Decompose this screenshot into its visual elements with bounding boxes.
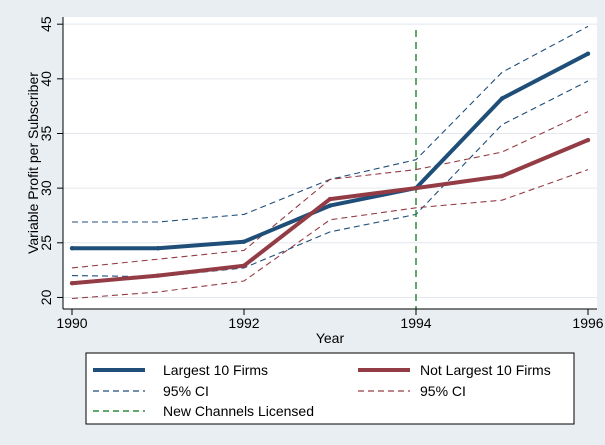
- series-point-0: [155, 246, 161, 251]
- series-point-1: [69, 281, 75, 286]
- legend-label-ci-not-largest: 95% CI: [420, 383, 466, 399]
- legend-label-largest: Largest 10 Firms: [163, 362, 268, 378]
- x-axis-label: Year: [316, 330, 345, 346]
- series-point-1: [585, 137, 591, 143]
- series-point-0: [585, 51, 591, 56]
- x-tick-label: 1996: [572, 315, 603, 331]
- y-axis-label: Variable Profit per Subscriber: [25, 72, 41, 254]
- y-tick-label: 25: [38, 235, 54, 251]
- legend-label-ci-largest: 95% CI: [163, 383, 209, 399]
- x-tick-label: 1994: [400, 315, 431, 331]
- y-tick-label: 20: [38, 289, 54, 305]
- legend-label-not-largest: Not Largest 10 Firms: [420, 362, 551, 378]
- x-ticks: 1990 1992 1994 1996: [56, 309, 604, 331]
- y-ticks: 20 25 30 35 40 45: [38, 16, 63, 305]
- series-point-0: [327, 203, 333, 208]
- ci-lines: [71, 25, 589, 300]
- y-tick-label: 45: [38, 16, 54, 32]
- ci-upper-line-1: [71, 111, 589, 269]
- series-point-1: [241, 263, 247, 268]
- series-point-0: [241, 239, 247, 244]
- legend: Largest 10 Firms Not Largest 10 Firms 95…: [85, 352, 575, 425]
- legend-box: [85, 352, 575, 425]
- x-tick-label: 1990: [56, 315, 87, 331]
- gridlines: [63, 23, 597, 298]
- y-tick-label: 30: [38, 180, 54, 196]
- plot-area: [63, 17, 597, 309]
- legend-label-new-channels: New Channels Licensed: [163, 403, 314, 419]
- x-tick-label: 1992: [228, 315, 259, 331]
- ci-lower-line-0: [71, 80, 589, 278]
- ci-lower-line-1: [71, 169, 589, 300]
- series-point-1: [499, 173, 505, 179]
- series-points: [69, 51, 591, 286]
- y-tick-label: 40: [38, 71, 54, 87]
- y-tick-label: 35: [38, 125, 54, 141]
- series-point-1: [327, 196, 333, 202]
- series-point-1: [155, 273, 161, 278]
- series-point-0: [69, 246, 75, 251]
- series-point-0: [499, 96, 505, 101]
- series-point-1: [413, 185, 419, 191]
